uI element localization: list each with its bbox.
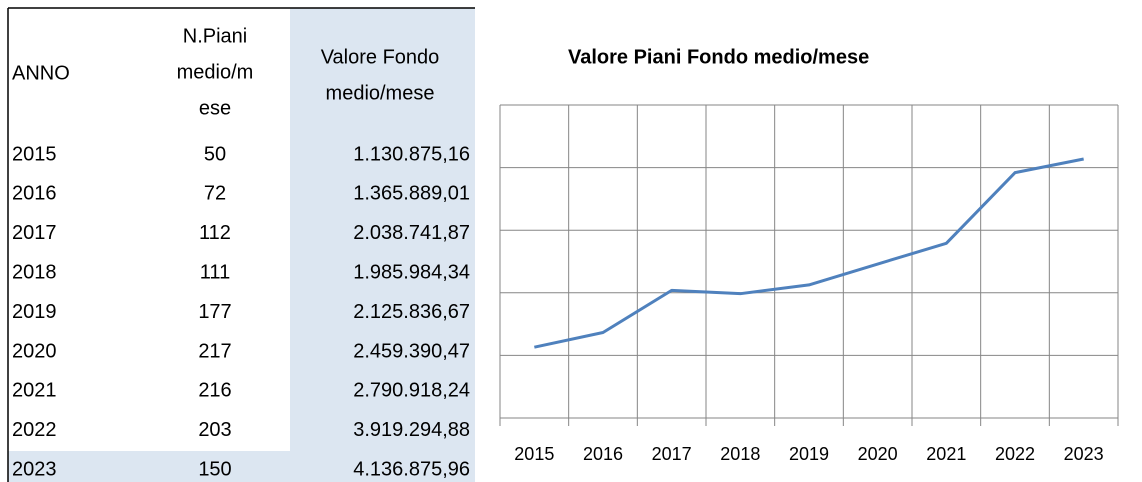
chart-title: Valore Piani Fondo medio/mese <box>568 46 869 68</box>
table-cell: 2.038.741,87 <box>353 222 470 244</box>
highlight-row <box>8 451 290 482</box>
x-tick-label: 2022 <box>995 444 1035 464</box>
table-cell: 2023 <box>12 458 57 480</box>
x-tick-label: 2021 <box>926 444 966 464</box>
table-cell: 203 <box>198 419 231 441</box>
table-cell: 216 <box>198 380 231 402</box>
table-cell: 1.985.984,34 <box>353 261 470 283</box>
table-cell: 111 <box>200 261 230 283</box>
x-tick-label: 2015 <box>514 444 554 464</box>
x-tick-label: 2019 <box>789 444 829 464</box>
line-series <box>534 157 1084 349</box>
table-cell: 2019 <box>12 301 57 323</box>
table-cell: 2016 <box>12 183 57 205</box>
table-cell: 2015 <box>12 143 57 165</box>
x-tick-label: 2016 <box>583 444 623 464</box>
header-cell: medio/mese <box>326 82 435 104</box>
table-cell: 2022 <box>12 419 57 441</box>
table-cell: 112 <box>199 222 231 244</box>
table-cell: 4.136.875,96 <box>353 458 470 480</box>
table-cell: 150 <box>198 458 231 480</box>
x-tick-label: 2018 <box>720 444 760 464</box>
table-cell: 2.459.390,47 <box>353 340 470 362</box>
table-cell: 177 <box>198 301 231 323</box>
x-tick-label: 2017 <box>652 444 692 464</box>
header-cell: ANNO <box>12 62 70 84</box>
header-cell: ese <box>199 97 231 119</box>
table-cell: 2017 <box>12 222 57 244</box>
table-cell: 2021 <box>12 380 57 402</box>
table-cell: 2020 <box>12 340 57 362</box>
highlight-column <box>290 8 475 482</box>
table-cell: 1.130.875,16 <box>353 143 470 165</box>
x-tick-label: 2023 <box>1064 444 1104 464</box>
table-cell: 2.790.918,24 <box>353 380 470 402</box>
header-cell: medio/m <box>177 61 254 83</box>
x-tick-label: 2020 <box>858 444 898 464</box>
header-cell: Valore Fondo <box>321 46 440 68</box>
table-cell: 50 <box>204 143 226 165</box>
table-cell: 3.919.294,88 <box>353 419 470 441</box>
table-cell: 2.125.836,67 <box>353 301 470 323</box>
table-cell: 72 <box>204 183 226 205</box>
table-cell: 2018 <box>12 261 57 283</box>
header-cell: N.Piani <box>183 25 247 47</box>
table-cell: 217 <box>198 340 231 362</box>
table-cell: 1.365.889,01 <box>353 183 470 205</box>
